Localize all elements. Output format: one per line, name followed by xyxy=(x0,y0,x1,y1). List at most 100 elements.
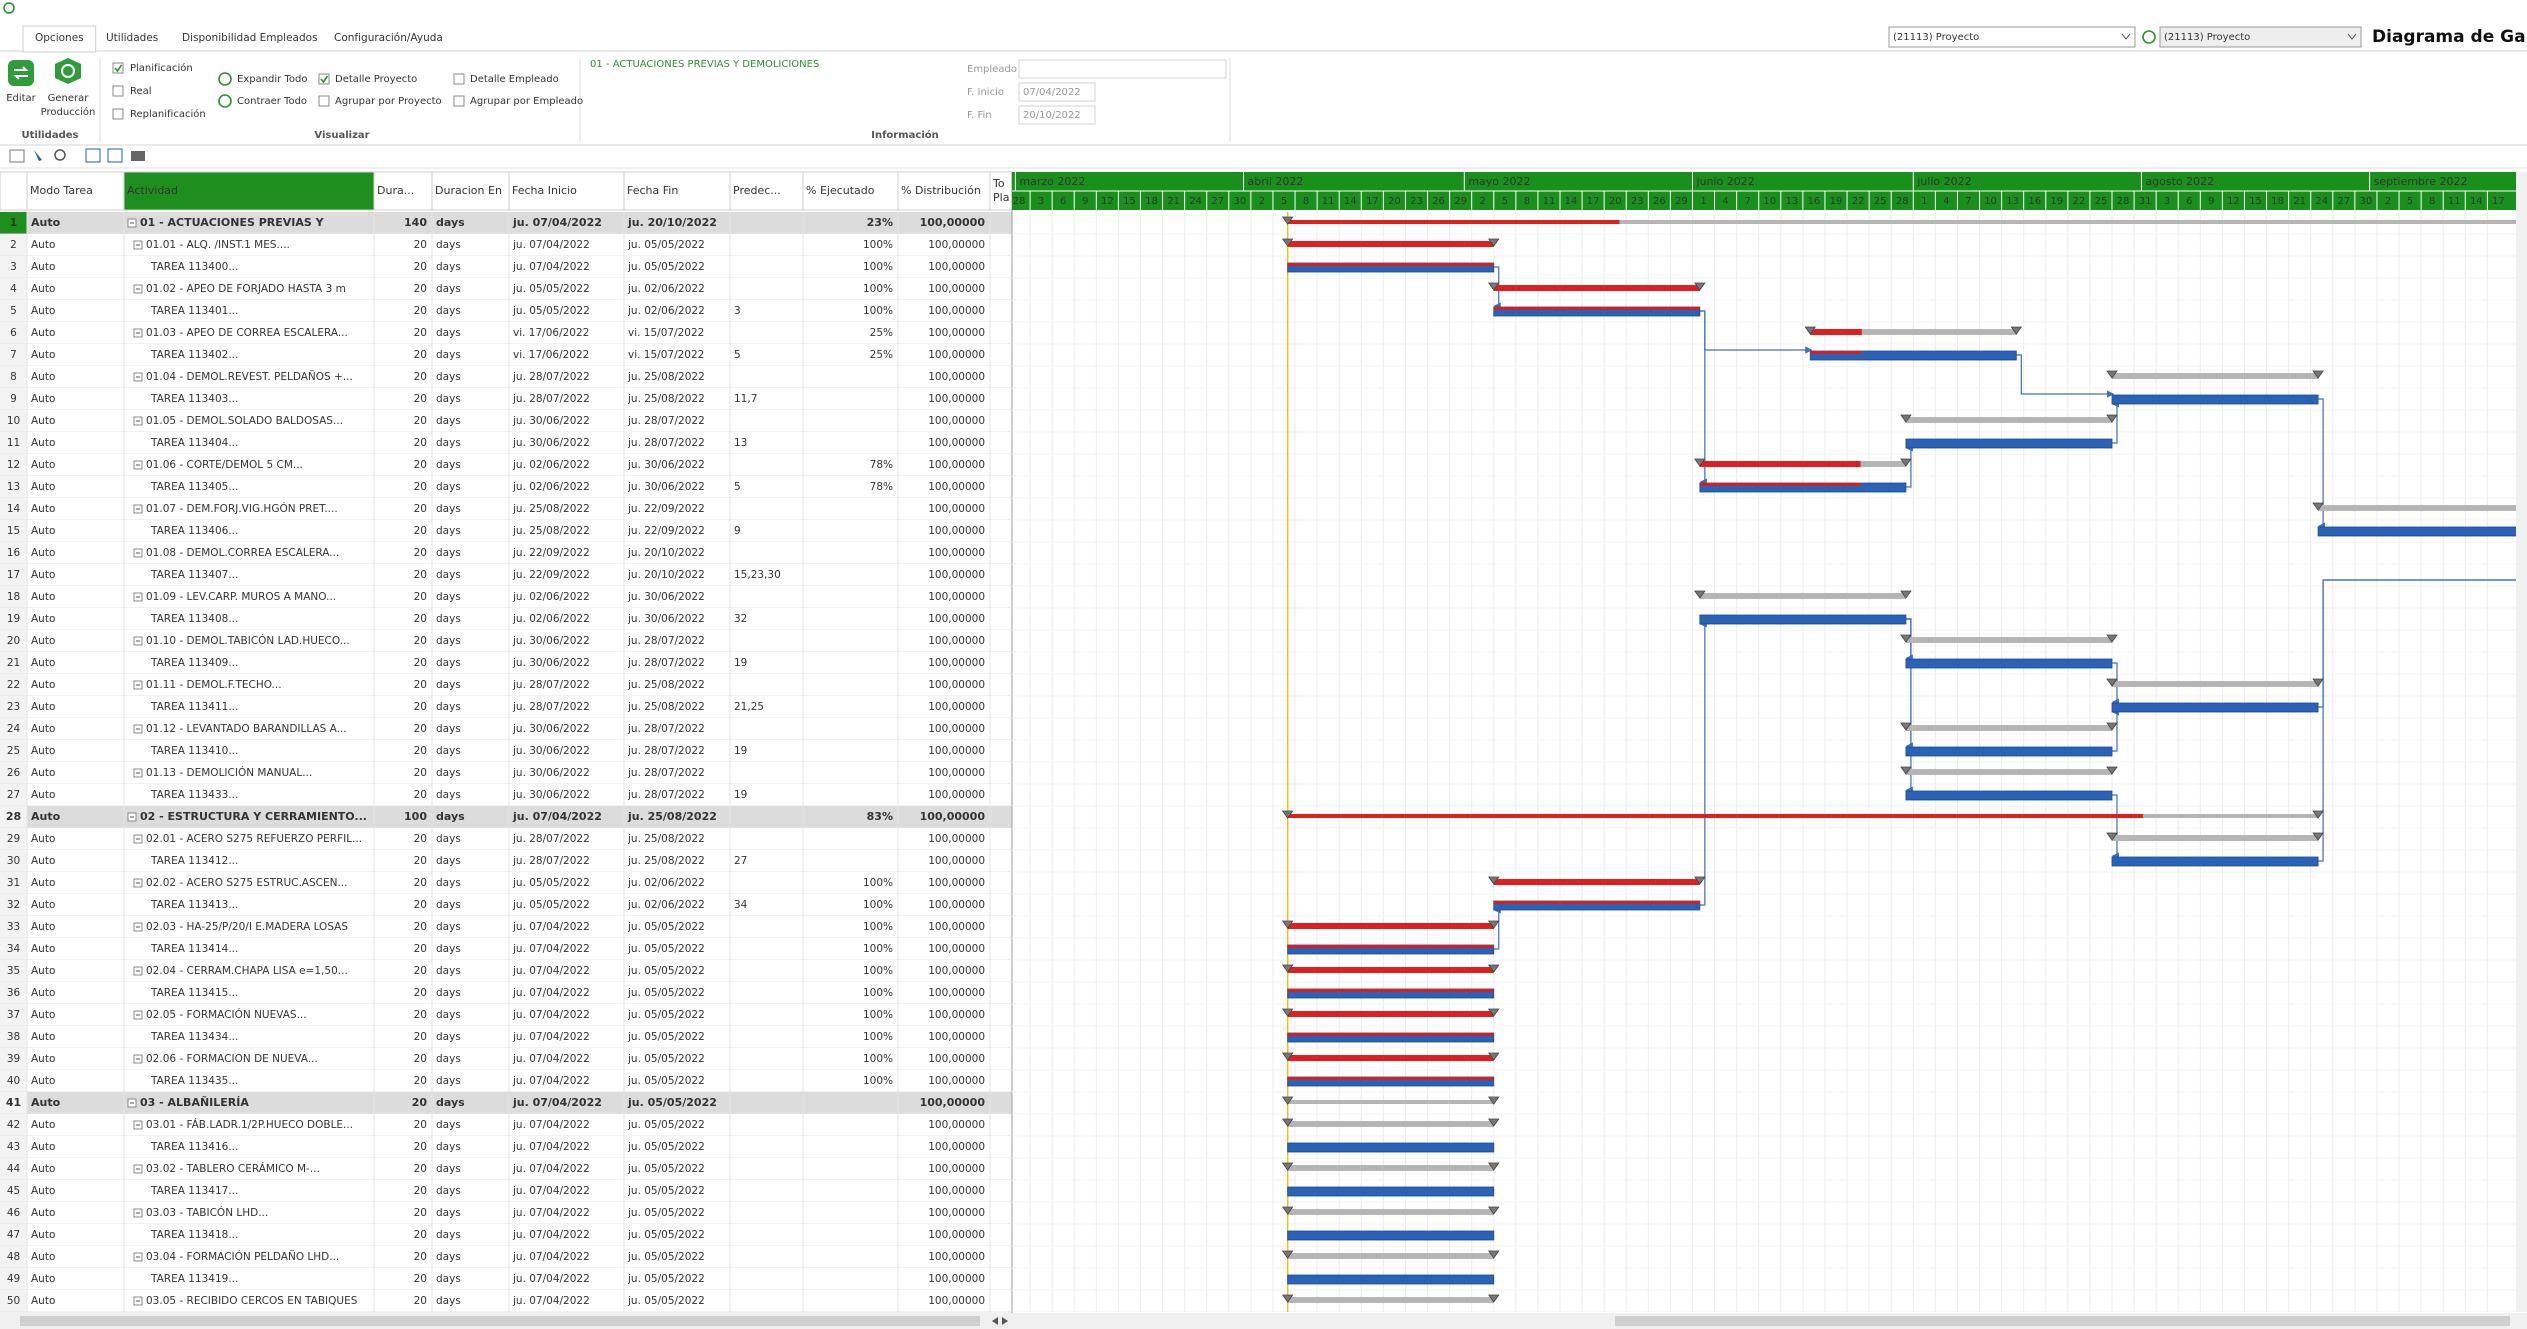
gantt-scroll-thumb[interactable] xyxy=(1615,1316,2510,1326)
row-bg[interactable] xyxy=(0,476,1012,498)
row-bg[interactable] xyxy=(0,960,1012,982)
tool-icon[interactable] xyxy=(131,151,145,161)
checkbox[interactable] xyxy=(318,73,330,85)
checkbox[interactable] xyxy=(453,73,465,85)
row-bg[interactable] xyxy=(0,1246,1012,1268)
checkbox[interactable] xyxy=(453,95,465,107)
column-header[interactable] xyxy=(508,171,625,211)
tab[interactable]: Configuración/Ayuda xyxy=(334,32,443,44)
row-bg[interactable] xyxy=(0,630,1012,652)
checkbox-label[interactable]: Agrupar por Proyecto xyxy=(335,96,442,107)
task-bar[interactable] xyxy=(1905,658,2113,669)
task-bar[interactable] xyxy=(1287,1230,1495,1241)
row-bg[interactable] xyxy=(0,454,1012,476)
summary-bar[interactable] xyxy=(1287,1121,1494,1127)
column-header-label[interactable]: % Ejecutado xyxy=(806,184,875,197)
column-header-label[interactable]: Dura... xyxy=(377,184,414,197)
tool-icon[interactable] xyxy=(107,148,123,163)
row-bg[interactable] xyxy=(0,762,1012,784)
row-bg[interactable] xyxy=(0,542,1012,564)
row-bg[interactable] xyxy=(0,410,1012,432)
row-bg[interactable] xyxy=(0,1114,1012,1136)
summary-bar[interactable] xyxy=(1287,1297,1494,1303)
info-field[interactable] xyxy=(1018,82,1096,102)
column-header-label[interactable]: To Pla xyxy=(992,177,1009,204)
info-field[interactable] xyxy=(1018,59,1227,79)
row-bg[interactable] xyxy=(0,674,1012,696)
row-bg[interactable] xyxy=(0,586,1012,608)
column-header-label[interactable]: Fecha Inicio xyxy=(512,184,577,197)
row-bg[interactable] xyxy=(0,718,1012,740)
project-select[interactable] xyxy=(2159,26,2362,48)
summary-bar[interactable] xyxy=(1905,637,2112,643)
column-header-label[interactable]: Fecha Fin xyxy=(627,184,678,197)
row-bg[interactable] xyxy=(0,784,1012,806)
row-bg[interactable] xyxy=(0,1092,1012,1114)
row-bg[interactable] xyxy=(0,432,1012,454)
column-header-label[interactable]: Predec... xyxy=(733,184,781,197)
row-bg[interactable] xyxy=(0,278,1012,300)
action-label[interactable]: Expandir Todo xyxy=(237,74,307,85)
column-header[interactable] xyxy=(26,171,125,211)
project-select-text[interactable]: (21113) Proyecto xyxy=(2164,32,2250,43)
group-bar[interactable] xyxy=(1287,1100,1494,1104)
row-bg[interactable] xyxy=(0,564,1012,586)
row-bg[interactable] xyxy=(0,388,1012,410)
row-bg[interactable] xyxy=(0,300,1012,322)
summary-bar[interactable] xyxy=(1810,329,2017,335)
editar-icon[interactable] xyxy=(8,60,34,86)
column-header[interactable] xyxy=(373,171,433,211)
tab[interactable]: Opciones xyxy=(35,32,84,44)
button-label[interactable]: Generar Producción xyxy=(41,93,96,118)
row-bg[interactable] xyxy=(0,498,1012,520)
task-bar[interactable] xyxy=(1809,350,2017,361)
table-scroll-thumb[interactable] xyxy=(20,1316,980,1326)
summary-bar[interactable] xyxy=(2318,505,2524,511)
row-bg[interactable] xyxy=(0,344,1012,366)
task-bar[interactable] xyxy=(1905,790,2113,801)
task-bar[interactable] xyxy=(2111,394,2319,405)
tool-icon[interactable] xyxy=(85,148,101,163)
row-bg[interactable] xyxy=(0,234,1012,256)
tool-icon[interactable] xyxy=(34,150,42,161)
checkbox[interactable] xyxy=(112,62,124,74)
checkbox-label[interactable]: Real xyxy=(130,86,152,97)
task-bar[interactable] xyxy=(2111,702,2319,713)
row-bg[interactable] xyxy=(0,740,1012,762)
row-bg[interactable] xyxy=(0,1136,1012,1158)
collapse-icon[interactable] xyxy=(218,94,232,108)
info-field[interactable] xyxy=(1018,105,1096,125)
tab[interactable]: Disponibilidad Empleados xyxy=(182,32,318,44)
project-select[interactable] xyxy=(1888,26,2136,48)
checkbox-label[interactable]: Replanificación xyxy=(130,108,206,120)
row-bg[interactable] xyxy=(0,1070,1012,1092)
row-bg[interactable] xyxy=(0,982,1012,1004)
column-header[interactable] xyxy=(123,171,375,211)
row-bg[interactable] xyxy=(0,850,1012,872)
task-bar[interactable] xyxy=(1287,1142,1495,1153)
group-bar[interactable] xyxy=(1287,220,2527,224)
task-bar[interactable] xyxy=(1287,1274,1495,1285)
summary-bar[interactable] xyxy=(2112,835,2319,841)
tool-icon[interactable] xyxy=(54,149,66,161)
generar-icon[interactable] xyxy=(55,58,81,84)
checkbox-label[interactable]: Planificación xyxy=(130,62,193,74)
row-bg[interactable] xyxy=(0,916,1012,938)
row-bg[interactable] xyxy=(0,1290,1012,1312)
row-bg[interactable] xyxy=(0,1026,1012,1048)
summary-bar[interactable] xyxy=(1905,417,2112,423)
tab[interactable]: Utilidades xyxy=(106,32,158,44)
column-header[interactable] xyxy=(897,171,991,211)
row-bg[interactable] xyxy=(0,322,1012,344)
summary-bar[interactable] xyxy=(1287,1165,1494,1171)
row-bg[interactable] xyxy=(0,1004,1012,1026)
row-bg[interactable] xyxy=(0,938,1012,960)
row-bg[interactable] xyxy=(0,1202,1012,1224)
column-header-label[interactable]: Modo Tarea xyxy=(30,184,93,197)
checkbox[interactable] xyxy=(318,95,330,107)
tool-icon[interactable] xyxy=(9,149,25,163)
scroll-arrows[interactable] xyxy=(992,1317,1008,1325)
row-bg[interactable] xyxy=(0,696,1012,718)
row-bg[interactable] xyxy=(0,608,1012,630)
column-header-label[interactable]: Actividad xyxy=(127,184,178,197)
